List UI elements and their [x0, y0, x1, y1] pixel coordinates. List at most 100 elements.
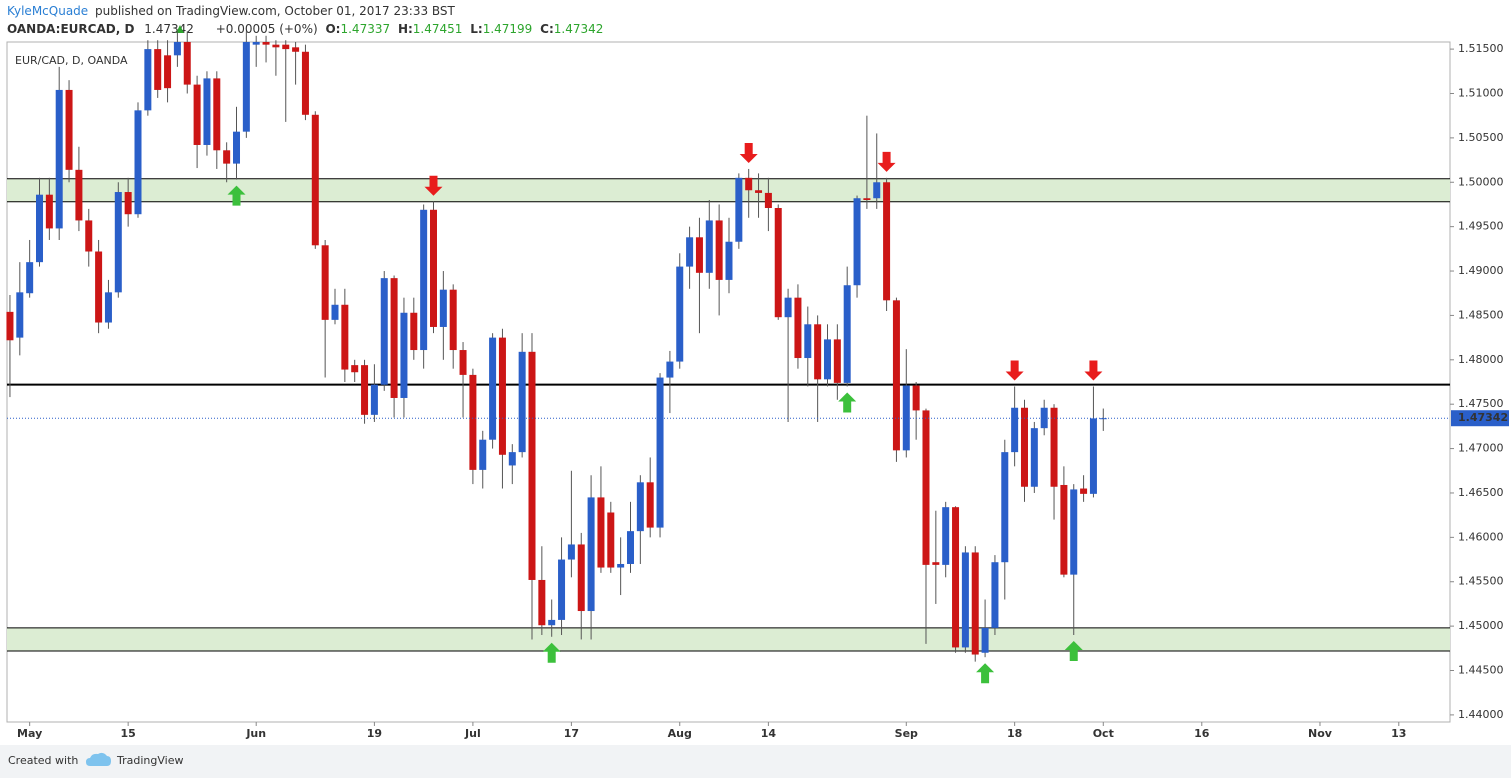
candle-body	[548, 619, 556, 626]
support-arrow	[542, 642, 561, 663]
candle-body	[449, 289, 457, 351]
candle-body	[1099, 418, 1107, 420]
candle-body	[361, 365, 369, 415]
candle-body	[981, 627, 989, 653]
x-tick-label: Jun	[245, 727, 266, 740]
chart-legend: EUR/CAD, D, OANDA	[15, 54, 128, 67]
candle-body	[715, 220, 723, 280]
candle-body	[794, 297, 802, 359]
ohlc-value: 1.47451	[413, 22, 463, 36]
candle-body	[774, 208, 782, 318]
candle-body	[725, 241, 733, 280]
candle-body	[873, 182, 881, 199]
candle-body	[351, 365, 359, 373]
footer-text: Created with	[8, 754, 78, 767]
header-line: KyleMcQuade published on TradingView.com…	[7, 4, 456, 18]
x-tick-label: 18	[1007, 727, 1022, 740]
candle-body	[459, 350, 467, 375]
candle-body	[745, 177, 753, 191]
y-tick-label: 1.46500	[1458, 486, 1504, 499]
candle-body	[1050, 407, 1058, 487]
footer-bar	[0, 745, 1511, 778]
candle-body	[942, 507, 950, 565]
candle-body	[863, 198, 871, 201]
x-tick-label: Jul	[464, 727, 481, 740]
candle-body	[479, 439, 487, 470]
ohlc-label: O:	[325, 22, 340, 36]
candle-body	[301, 51, 309, 115]
candle-body	[784, 297, 792, 318]
candle-body	[971, 552, 979, 655]
candle-body	[636, 482, 644, 532]
candle-body	[114, 192, 122, 293]
candle-body	[735, 177, 743, 242]
y-tick-label: 1.45500	[1458, 575, 1504, 588]
candle-body	[705, 220, 713, 273]
ohlc-label: L:	[470, 22, 482, 36]
candle-body	[272, 44, 280, 48]
candle-body	[36, 194, 44, 263]
candle-body	[1060, 484, 1068, 575]
y-tick-label: 1.49000	[1458, 264, 1504, 277]
candle-body	[646, 482, 654, 528]
support-arrow	[838, 392, 857, 413]
candle-body	[1030, 428, 1038, 487]
support-arrow	[227, 185, 246, 206]
candle-body	[45, 194, 53, 229]
candle-body	[469, 374, 477, 470]
candle-body	[341, 304, 349, 370]
candle-body	[912, 385, 920, 411]
candle-body	[952, 507, 960, 648]
candle-body	[252, 42, 260, 45]
zone	[7, 627, 1450, 651]
candle-body	[144, 49, 152, 111]
candle-body	[892, 300, 900, 451]
resistance-arrow	[424, 175, 443, 196]
y-tick-label: 1.48500	[1458, 308, 1504, 321]
candle-body	[183, 42, 191, 85]
candle-body	[262, 42, 270, 45]
y-tick-label: 1.44500	[1458, 664, 1504, 677]
resistance-arrow	[877, 151, 896, 172]
published: published on TradingView.com, October 01…	[95, 4, 456, 18]
candle-body	[331, 304, 339, 320]
ohlc-value: 1.47342	[554, 22, 604, 36]
ohlc-value: 1.47199	[483, 22, 533, 36]
candle-body	[567, 544, 575, 560]
x-tick-label: 16	[1194, 727, 1210, 740]
support-arrow	[976, 663, 995, 684]
x-tick-label: 15	[120, 727, 135, 740]
candle-body	[1040, 407, 1048, 429]
candle-body	[883, 182, 891, 301]
candle-body	[607, 512, 615, 568]
candle-body	[597, 497, 605, 568]
candle-body	[558, 559, 566, 620]
candle-body	[154, 49, 162, 90]
plot-frame	[6, 41, 1451, 723]
x-tick-label: 17	[564, 727, 579, 740]
x-tick-label: Sep	[895, 727, 918, 740]
candle-body	[311, 114, 319, 246]
candle-body	[764, 192, 772, 209]
candle-body	[124, 192, 132, 215]
candle-body	[518, 351, 526, 453]
y-tick-label: 1.45000	[1458, 619, 1504, 632]
resistance-arrow	[739, 142, 758, 163]
candle-body	[1020, 407, 1028, 487]
candle-body	[429, 209, 437, 327]
candle-body	[193, 84, 201, 145]
candle-body	[656, 377, 664, 528]
y-tick-label: 1.44000	[1458, 708, 1504, 721]
candle-body	[203, 78, 211, 145]
y-tick-label: 1.50500	[1458, 131, 1504, 144]
candle-body	[626, 531, 634, 564]
zone	[7, 178, 1450, 202]
ohlc-value: 1.47337	[340, 22, 390, 36]
change: +0.00005 (+0%)	[216, 22, 318, 36]
price-label-box	[1451, 410, 1509, 427]
candle-body	[498, 337, 506, 455]
candle-body	[922, 410, 930, 565]
ohlc-label: H:	[398, 22, 413, 36]
candle-body	[853, 198, 861, 286]
